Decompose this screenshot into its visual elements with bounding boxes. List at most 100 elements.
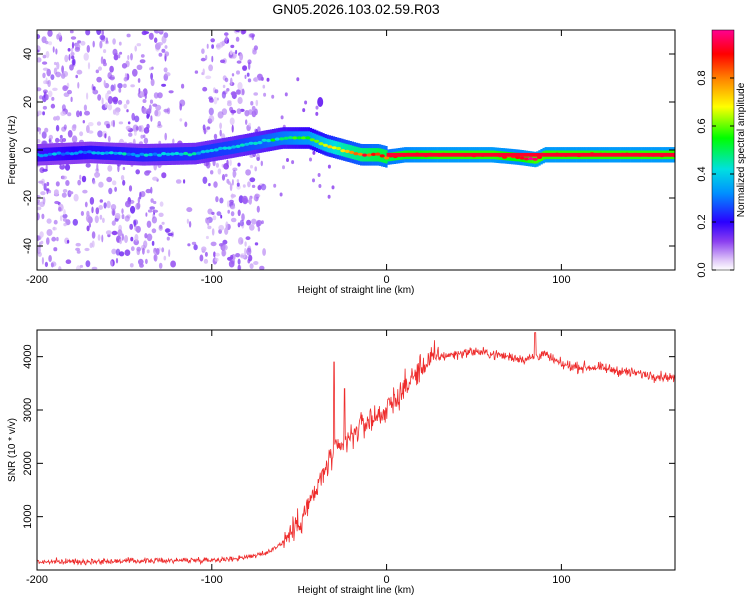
spectrogram-noise-speck bbox=[53, 219, 58, 225]
spectrogram-noise-speck bbox=[253, 195, 257, 201]
spectrogram-x-tick-label: 0 bbox=[384, 274, 390, 286]
spectrogram-noise-speck bbox=[97, 234, 101, 241]
snr-ticks: -200 -100 0 100 1000 2000 3000 4000 bbox=[22, 330, 675, 586]
figure-title: GN05.2026.103.02.59.R03 bbox=[272, 1, 440, 17]
spectrogram-noise-speck bbox=[61, 175, 67, 180]
spectrogram-noise-speck bbox=[248, 197, 252, 205]
spectrogram-noise-speck bbox=[100, 56, 104, 65]
spectrogram-noise-speck bbox=[230, 217, 237, 223]
spectrogram-noise-speck bbox=[124, 249, 131, 256]
spectrogram-ridge-core bbox=[384, 156, 390, 160]
spectrogram-noise-speck bbox=[62, 189, 68, 193]
spectrogram-noise-speck bbox=[211, 211, 215, 215]
spectrogram-ridge-core bbox=[235, 144, 241, 148]
spectrogram-noise-speck bbox=[124, 235, 128, 243]
spectrogram-noise-speck bbox=[127, 121, 131, 125]
spectrogram-noise-speck bbox=[151, 240, 155, 246]
spectrogram-noise-speck bbox=[199, 254, 204, 262]
spectrogram-noise-speck bbox=[139, 263, 144, 268]
spectrogram-noise-speck bbox=[200, 57, 206, 62]
spectrogram-noise-speck bbox=[106, 200, 111, 209]
spectrogram-marks bbox=[37, 30, 675, 270]
spectrogram-noise-speck bbox=[76, 110, 80, 118]
spectrogram-noise-speck bbox=[120, 175, 125, 181]
spectrogram-ridge-core bbox=[174, 151, 180, 156]
spectrogram-noise-speck bbox=[257, 226, 261, 232]
snr-series-line bbox=[37, 332, 675, 566]
spectrogram-ridge-core bbox=[357, 152, 363, 156]
spectrogram-noise-speck bbox=[59, 164, 66, 170]
spectrogram-noise-speck bbox=[166, 236, 170, 241]
spectrogram-noise-speck bbox=[108, 187, 113, 195]
spectrogram-noise-speck bbox=[118, 251, 125, 257]
spectrogram-noise-speck bbox=[65, 259, 72, 265]
spectrogram-noise-speck bbox=[112, 96, 119, 103]
spectrogram-noise-speck bbox=[213, 96, 218, 105]
spectrogram-noise-speck bbox=[231, 179, 234, 186]
spectrogram-noise-speck bbox=[130, 246, 135, 252]
spectrogram-noise-speck bbox=[118, 121, 124, 125]
spectrogram-noise-speck bbox=[79, 174, 82, 180]
spectrogram-noise-speck bbox=[158, 262, 163, 269]
spectrogram-ridge-core bbox=[349, 150, 355, 154]
spectrogram-noise-speck bbox=[97, 94, 102, 101]
spectrogram-noise-speck bbox=[235, 36, 240, 42]
spectrogram-noise-speck bbox=[230, 77, 233, 86]
spectrogram-noise-speck bbox=[266, 77, 270, 82]
spectrogram-noise-speck bbox=[164, 132, 167, 141]
spectrogram-ridge-core bbox=[340, 149, 346, 153]
spectrogram-noise-speck bbox=[40, 240, 44, 245]
spectrogram-noise-speck bbox=[86, 45, 91, 53]
spectrogram-noise-speck bbox=[186, 207, 193, 213]
spectrogram-noise-speck bbox=[37, 110, 42, 116]
spectrogram-noise-speck bbox=[67, 48, 71, 52]
spectrogram-noise-speck bbox=[236, 70, 240, 75]
spectrogram-noise-speck bbox=[186, 218, 189, 224]
spectrogram-noise-speck bbox=[106, 123, 110, 129]
spectrogram-noise-speck bbox=[262, 84, 266, 89]
spectrogram-ridge-core bbox=[60, 152, 66, 156]
spectrogram-noise-speck bbox=[236, 179, 240, 183]
spectrogram-noise-speck bbox=[253, 76, 259, 83]
spectrogram-noise-speck bbox=[68, 191, 74, 195]
spectrogram-noise-speck bbox=[224, 173, 228, 177]
spectrogram-ridge-core bbox=[274, 137, 280, 141]
snr-x-axis-title: Height of straight line (km) bbox=[298, 585, 415, 596]
spectrogram-noise-speck bbox=[249, 177, 256, 183]
spectrogram-ridge-core bbox=[156, 153, 162, 157]
spectrogram-ridge-core bbox=[239, 143, 245, 147]
spectrogram-noise-speck bbox=[41, 257, 45, 265]
spectrogram-ridge-core bbox=[183, 151, 189, 156]
spectrogram-noise-speck bbox=[230, 254, 234, 260]
spectrogram-noise-speck bbox=[63, 86, 69, 90]
spectrogram-noise-speck bbox=[205, 160, 211, 169]
spectrogram-noise-speck bbox=[231, 124, 234, 133]
spectrogram-noise-speck bbox=[91, 231, 96, 239]
spectrogram-ridge-core bbox=[213, 148, 219, 152]
spectrogram-noise-speck bbox=[61, 192, 67, 198]
spectrogram-noise-speck bbox=[59, 134, 63, 139]
spectrogram-noise-speck bbox=[226, 40, 229, 44]
spectrogram-noise-speck bbox=[251, 110, 257, 118]
spectrogram-noise-speck bbox=[77, 82, 80, 89]
spectrogram-noise-speck bbox=[102, 217, 105, 223]
spectrogram-noise-speck bbox=[53, 247, 58, 252]
spectrogram-x-tick-label: 100 bbox=[552, 274, 570, 286]
spectrogram-noise-speck bbox=[188, 221, 192, 228]
spectrogram-noise-speck bbox=[45, 40, 49, 45]
spectrogram-noise-speck bbox=[104, 133, 107, 139]
spectrogram-noise-speck bbox=[201, 246, 207, 252]
spectrogram-noise-speck bbox=[143, 137, 149, 144]
spectrogram-noise-speck bbox=[161, 172, 167, 179]
spectrogram-noise-speck bbox=[203, 258, 209, 264]
spectrogram-noise-speck bbox=[221, 108, 228, 116]
spectrogram-ridge-core bbox=[99, 151, 106, 155]
spectrogram-noise-speck bbox=[206, 43, 209, 49]
spectrogram-noise-speck bbox=[244, 74, 247, 79]
spectrogram-ridge-core bbox=[217, 146, 224, 150]
spectrogram-noise-speck bbox=[45, 51, 50, 59]
spectrogram-noise-speck bbox=[136, 43, 142, 47]
spectrogram-noise-speck bbox=[53, 61, 57, 66]
snr-x-tick-label: -200 bbox=[26, 574, 48, 586]
spectrogram-noise-speck bbox=[84, 110, 90, 116]
